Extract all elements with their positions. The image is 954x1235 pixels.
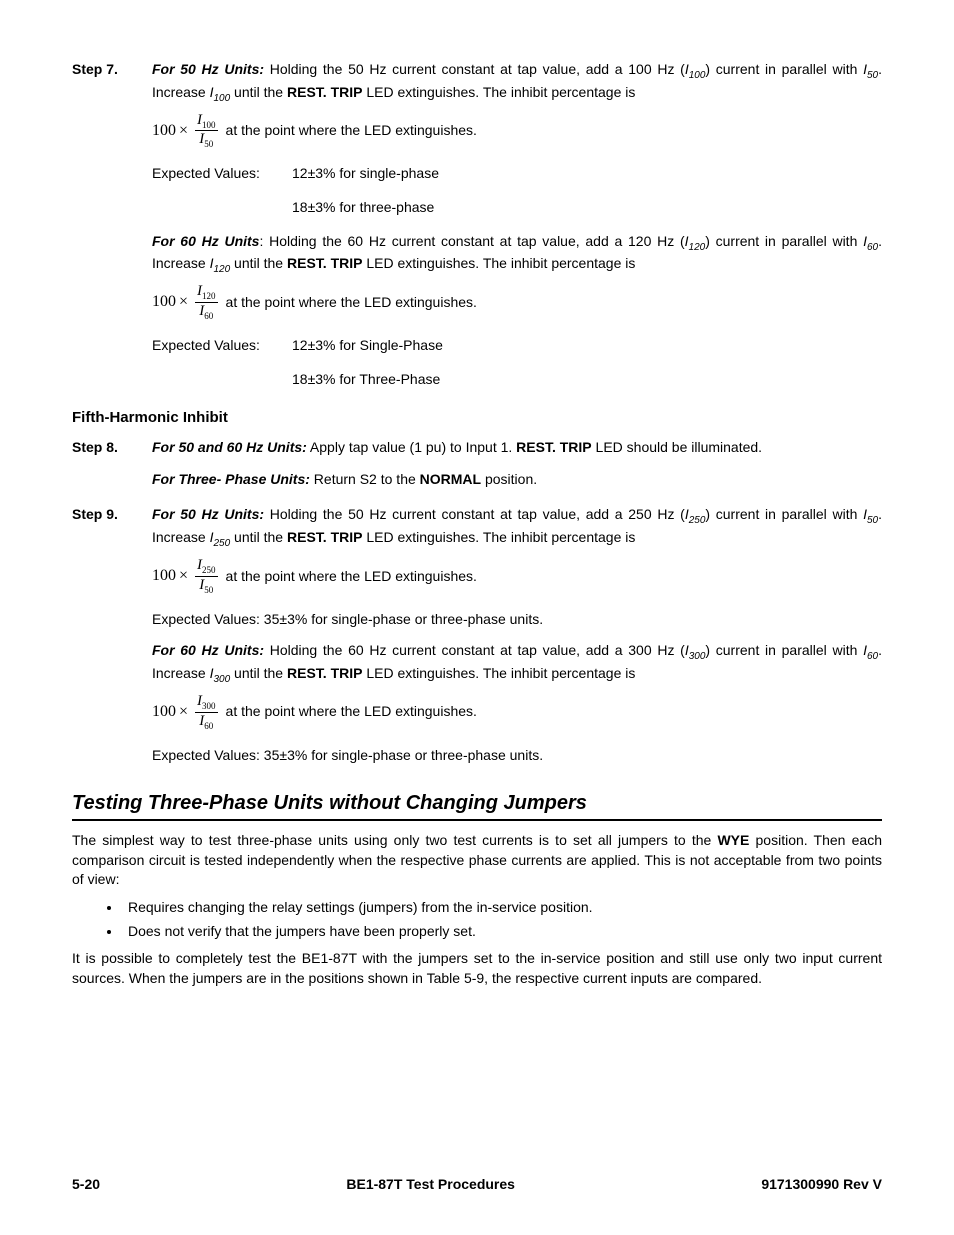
footer-right: 9171300990 Rev V [761,1175,882,1195]
footer-left: 5-20 [72,1175,100,1195]
step7: Step 7. For 50 Hz Units: Holding the 50 … [72,60,882,106]
bullet1: Requires changing the relay settings (ju… [122,898,882,918]
step7-formula-50: 100 × I100 I50 at the point where the LE… [152,112,882,151]
step8: Step 8. For 50 and 60 Hz Units: Apply ta… [72,438,882,458]
para1: The simplest way to test three-phase uni… [72,831,882,890]
step9-formula-50: 100 × I250 I50 at the point where the LE… [152,557,882,596]
step7-ev-50: Expected Values: 12±3% for single-phase [152,164,882,184]
step7-formula-60: 100 × I120 I60 at the point where the LE… [152,283,882,322]
step9-formula-60: 100 × I300 I60 at the point where the LE… [152,693,882,732]
testing-three-phase-heading: Testing Three-Phase Units without Changi… [72,789,882,821]
para2: It is possible to completely test the BE… [72,949,882,988]
step7-50hz-title: For 50 Hz Units: [152,61,264,77]
page-footer: 5-20 BE1-87T Test Procedures 9171300990 … [72,1175,882,1195]
fifth-harmonic-heading: Fifth-Harmonic Inhibit [72,407,882,428]
step7-ev-60: Expected Values: 12±3% for Single-Phase [152,336,882,356]
step7-60hz: For 60 Hz Units: Holding the 60 Hz curre… [152,232,882,278]
step9-60hz: For 60 Hz Units: Holding the 60 Hz curre… [152,641,882,687]
bullet2: Does not verify that the jumpers have be… [122,922,882,942]
bullet-list: Requires changing the relay settings (ju… [122,898,882,941]
step8-three: For Three- Phase Units: Return S2 to the… [152,470,882,490]
step9: Step 9. For 50 Hz Units: Holding the 50 … [72,505,882,551]
step7-body: For 50 Hz Units: Holding the 50 Hz curre… [152,60,882,106]
step7-label: Step 7. [72,60,152,106]
footer-center: BE1-87T Test Procedures [346,1175,515,1195]
